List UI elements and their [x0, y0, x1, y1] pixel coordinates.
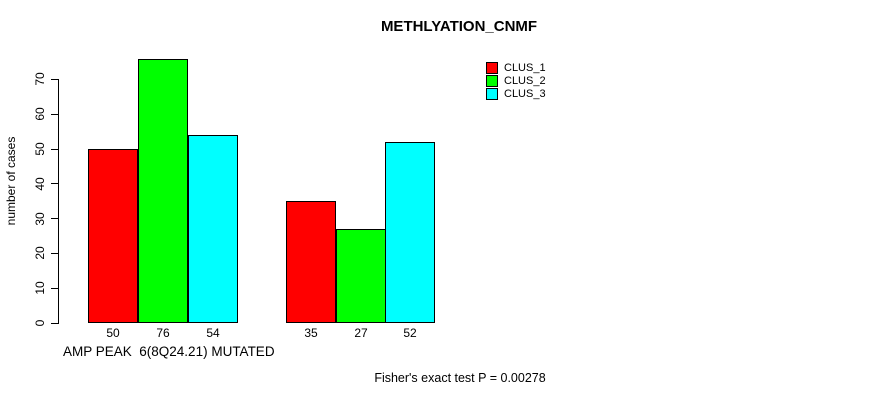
y-axis-label: number of cases — [4, 136, 18, 226]
chart-title: METHLYATION_CNMF — [380, 18, 538, 35]
y-tick-mark — [51, 183, 58, 185]
y-tick-label: 30 — [33, 211, 47, 226]
legend-label: CLUS_3 — [504, 88, 546, 100]
bar-value-label: 76 — [156, 326, 170, 340]
x-axis-group-label: AMP PEAK 6(8Q24.21) MUTATED — [63, 344, 275, 359]
legend-item-clus_3: CLUS_3 — [486, 88, 546, 100]
legend-swatch — [486, 75, 498, 87]
y-tick-label: 70 — [33, 72, 47, 87]
legend-label: CLUS_2 — [504, 75, 546, 87]
bar-value-label: 54 — [206, 326, 220, 340]
legend: CLUS_1 CLUS_2 CLUS_3 — [486, 62, 546, 100]
y-tick-mark — [51, 252, 58, 254]
fisher-test-annotation: Fisher's exact test P = 0.00278 — [374, 371, 546, 385]
bar-clus_2-group2 — [336, 229, 386, 323]
bar-clus_1-group1 — [88, 149, 138, 323]
bar-value-label: 27 — [354, 326, 368, 340]
bar-clus_3-group2 — [385, 142, 435, 323]
y-tick-label: 50 — [33, 142, 47, 156]
bar-value-label: 50 — [106, 326, 120, 340]
y-tick-label: 0 — [33, 319, 47, 327]
y-tick-label: 60 — [33, 107, 47, 121]
y-tick-mark — [51, 148, 58, 150]
y-tick-mark — [51, 113, 58, 115]
y-tick-mark — [51, 322, 58, 324]
y-tick-mark — [51, 287, 58, 289]
y-tick-label: 40 — [33, 177, 47, 191]
legend-swatch — [486, 88, 498, 100]
y-axis-line — [58, 79, 59, 324]
legend-label: CLUS_1 — [504, 62, 546, 74]
y-tick-mark — [51, 78, 58, 80]
legend-swatch — [486, 62, 498, 74]
legend-item-clus_2: CLUS_2 — [486, 75, 546, 87]
legend-item-clus_1: CLUS_1 — [486, 62, 546, 74]
bar-value-label: 52 — [403, 326, 417, 340]
bar-clus_3-group1 — [188, 135, 238, 323]
bar-value-label: 35 — [304, 326, 318, 340]
y-tick-label: 20 — [33, 246, 47, 261]
y-tick-mark — [51, 218, 58, 220]
y-tick-label: 10 — [33, 281, 47, 295]
bar-clus_2-group1 — [138, 59, 188, 323]
bar-clus_1-group2 — [286, 201, 336, 323]
